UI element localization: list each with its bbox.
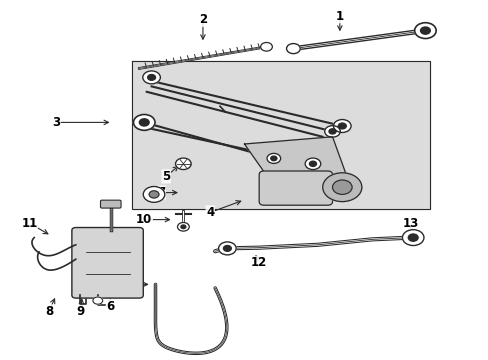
Circle shape xyxy=(142,71,160,84)
Circle shape xyxy=(332,180,351,194)
Circle shape xyxy=(270,156,276,161)
FancyBboxPatch shape xyxy=(101,200,121,208)
Circle shape xyxy=(223,246,231,251)
Circle shape xyxy=(324,126,340,137)
Text: 1: 1 xyxy=(335,10,343,23)
Text: 3: 3 xyxy=(52,116,60,129)
Text: 9: 9 xyxy=(77,305,84,318)
Circle shape xyxy=(402,230,423,246)
Circle shape xyxy=(420,27,429,34)
Circle shape xyxy=(322,173,361,202)
Polygon shape xyxy=(244,137,351,200)
Circle shape xyxy=(407,234,417,241)
Text: 2: 2 xyxy=(199,13,206,26)
Circle shape xyxy=(133,114,155,130)
Text: 10: 10 xyxy=(136,213,152,226)
Circle shape xyxy=(286,44,300,54)
Circle shape xyxy=(149,191,159,198)
Circle shape xyxy=(328,129,335,134)
Circle shape xyxy=(260,42,272,51)
Text: 8: 8 xyxy=(45,305,53,318)
FancyBboxPatch shape xyxy=(72,228,143,298)
Text: 14: 14 xyxy=(123,278,140,291)
Circle shape xyxy=(338,123,346,129)
Circle shape xyxy=(175,158,191,170)
Circle shape xyxy=(266,153,280,163)
Text: 12: 12 xyxy=(250,256,267,269)
Circle shape xyxy=(147,75,155,80)
Circle shape xyxy=(139,119,149,126)
Circle shape xyxy=(181,225,185,229)
Text: 4: 4 xyxy=(206,206,214,219)
Circle shape xyxy=(414,23,435,39)
Text: 5: 5 xyxy=(162,170,170,183)
Circle shape xyxy=(177,222,189,231)
Circle shape xyxy=(143,186,164,202)
FancyBboxPatch shape xyxy=(259,171,332,205)
Text: 6: 6 xyxy=(106,300,114,312)
Circle shape xyxy=(218,242,236,255)
Polygon shape xyxy=(132,61,429,209)
Text: 7: 7 xyxy=(157,186,165,199)
Text: 13: 13 xyxy=(402,217,418,230)
Circle shape xyxy=(333,120,350,132)
Circle shape xyxy=(93,297,102,304)
Circle shape xyxy=(305,158,320,170)
Text: 11: 11 xyxy=(21,217,38,230)
Circle shape xyxy=(309,161,316,166)
